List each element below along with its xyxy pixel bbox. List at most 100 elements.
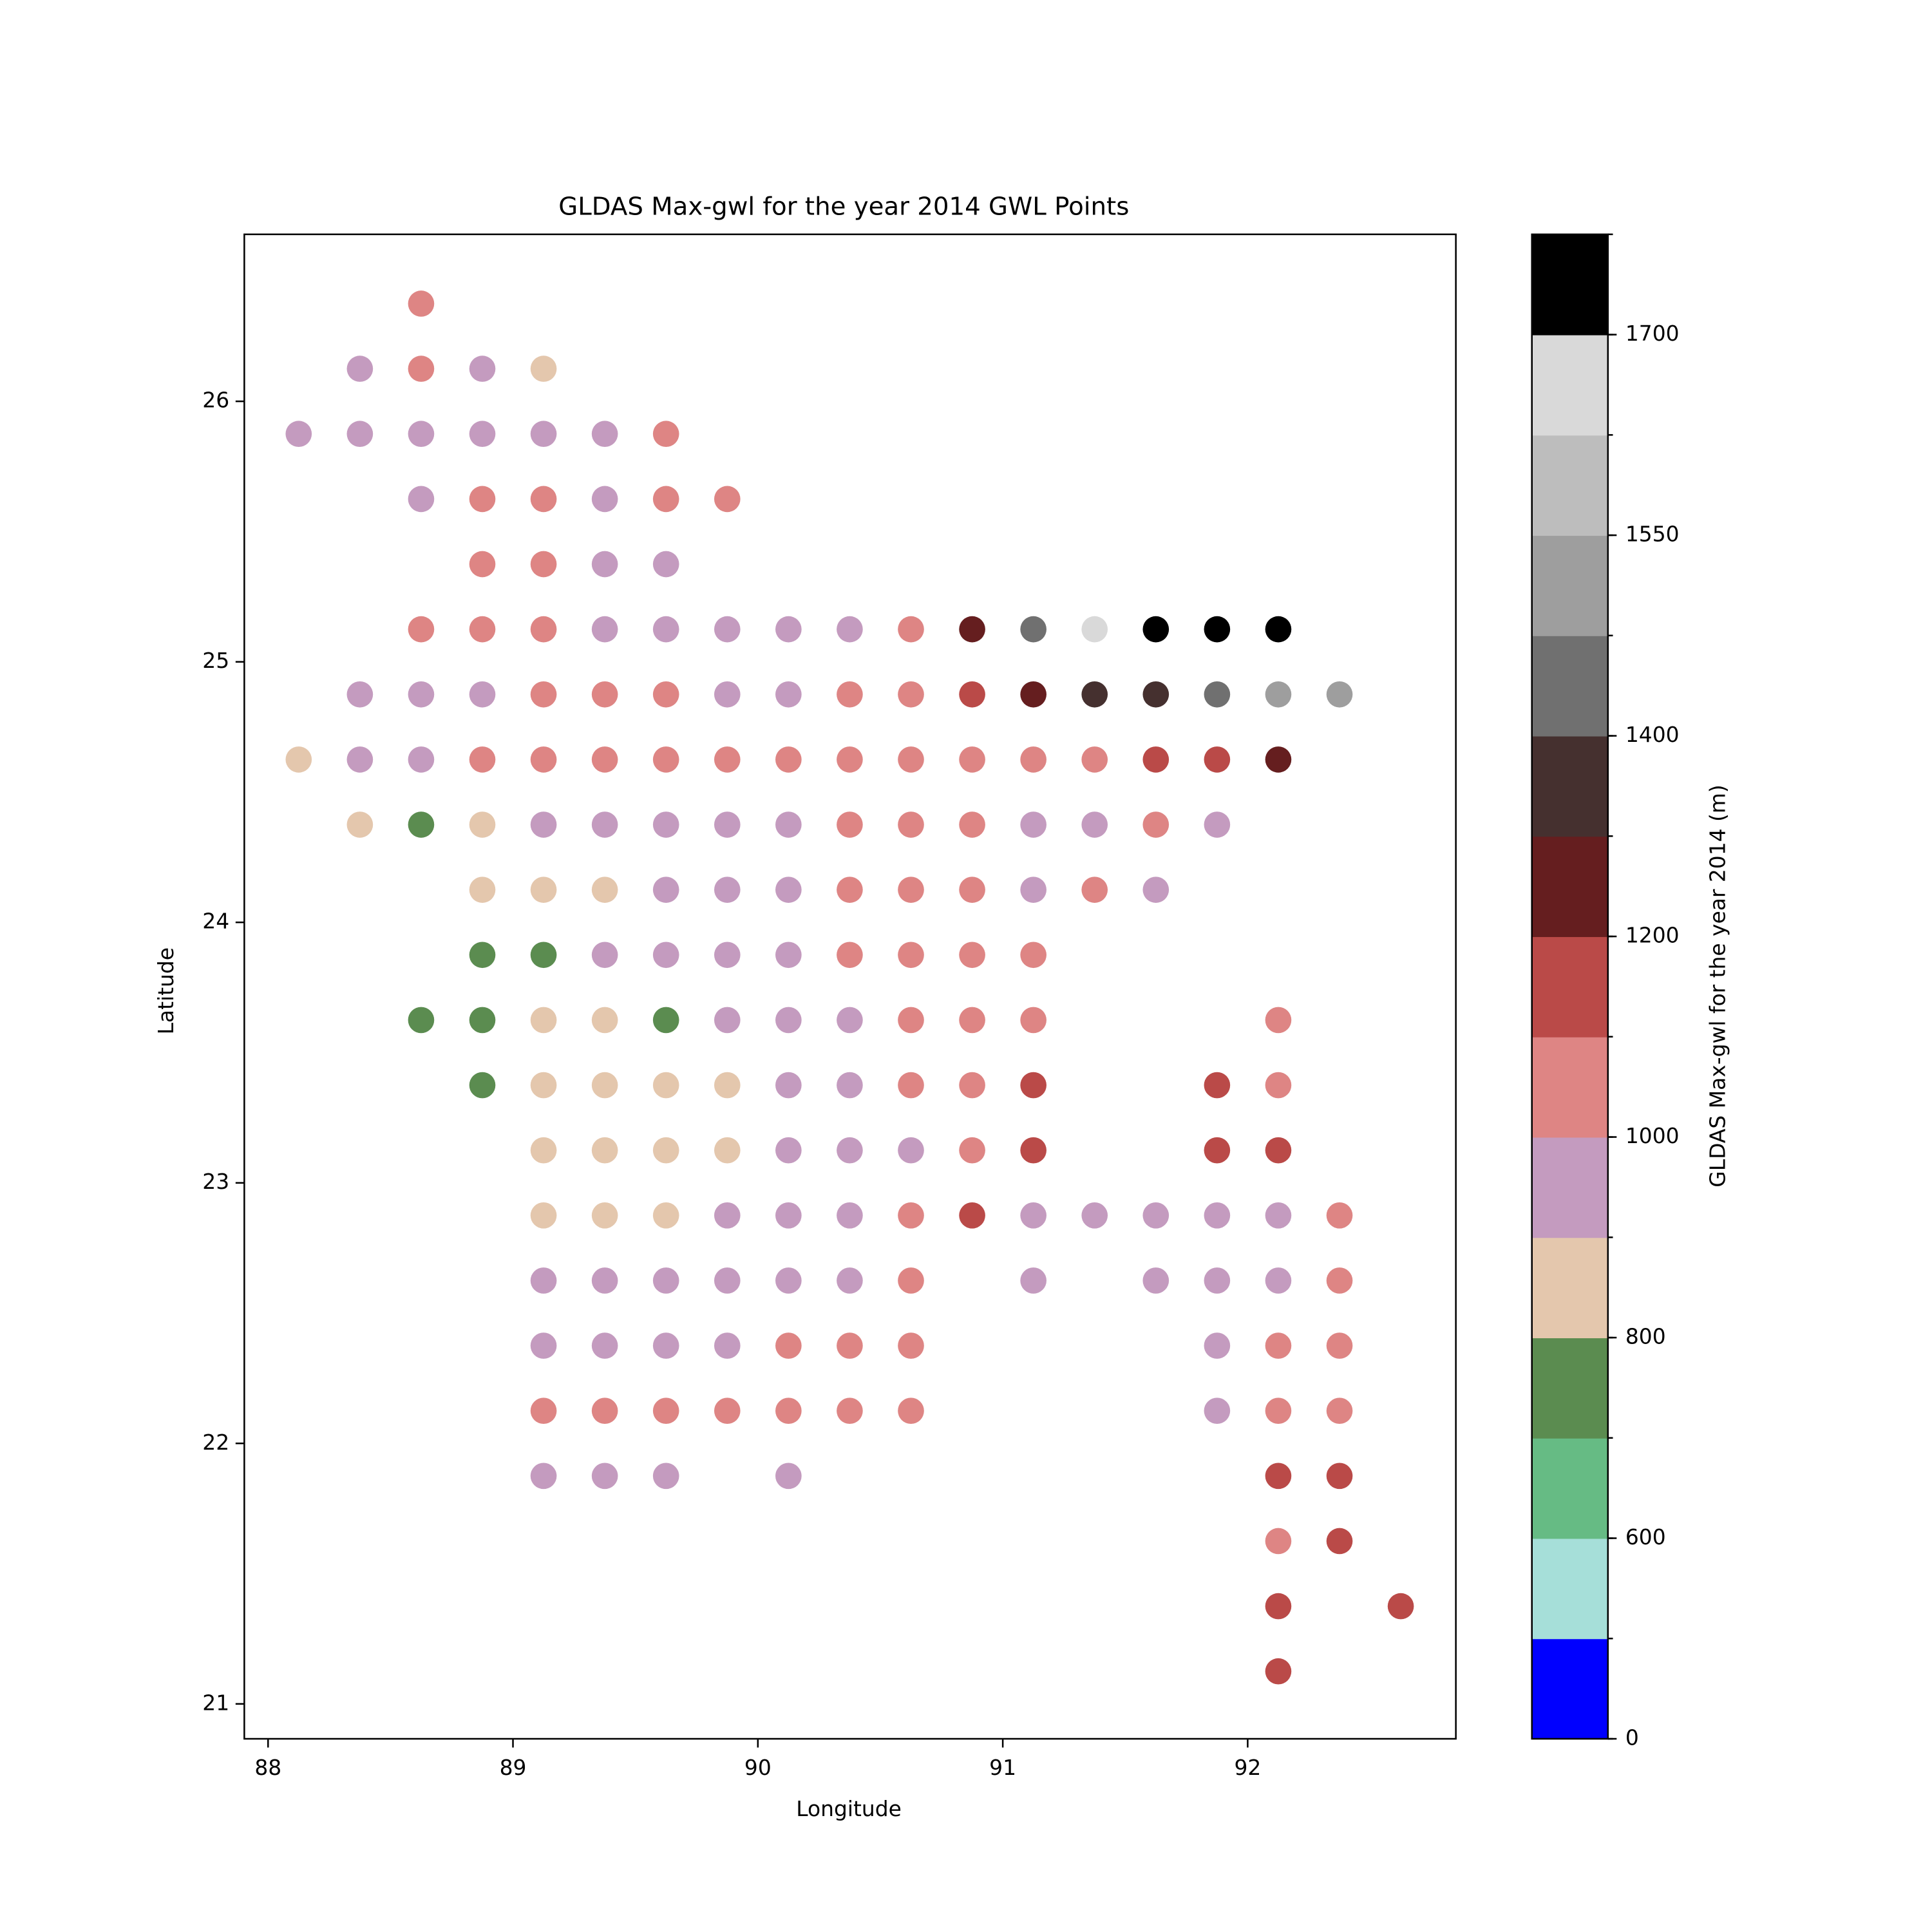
point <box>530 1267 557 1294</box>
colorbar-tick-label: 0 <box>1625 1725 1639 1750</box>
point <box>591 746 618 773</box>
point <box>530 1072 557 1099</box>
point <box>1204 1397 1231 1425</box>
point <box>1081 1202 1108 1229</box>
point <box>530 355 557 382</box>
colorbar-segment <box>1531 1437 1608 1539</box>
colorbar-segment <box>1531 1237 1608 1338</box>
point <box>714 746 741 773</box>
x-tick-label: 90 <box>744 1755 772 1780</box>
colorbar-tick-label: 1700 <box>1625 321 1680 346</box>
point <box>714 681 741 708</box>
point <box>775 1463 802 1490</box>
point <box>1265 1528 1292 1555</box>
point <box>959 1137 985 1164</box>
point <box>591 681 618 708</box>
point <box>1142 616 1170 643</box>
point <box>1326 1528 1353 1555</box>
point <box>469 746 496 773</box>
point <box>591 876 618 903</box>
point <box>591 1397 618 1425</box>
colorbar-segment <box>1531 535 1608 636</box>
point <box>591 1463 618 1490</box>
point <box>591 1267 618 1294</box>
point <box>837 1072 863 1099</box>
point <box>1265 1072 1292 1099</box>
point <box>408 616 435 643</box>
y-tick-label: 21 <box>202 1690 229 1715</box>
point <box>898 1267 924 1294</box>
point <box>530 876 557 903</box>
y-tick-label: 26 <box>202 388 229 413</box>
point <box>775 811 802 838</box>
point <box>714 1267 741 1294</box>
point <box>898 1332 924 1359</box>
point <box>1326 681 1353 708</box>
point <box>652 486 679 513</box>
point <box>898 616 924 643</box>
y-tick-label: 22 <box>202 1430 229 1455</box>
point <box>591 1332 618 1359</box>
point <box>530 1332 557 1359</box>
colorbar-segment <box>1531 735 1608 837</box>
point <box>1204 1137 1231 1164</box>
point <box>1081 876 1108 903</box>
point <box>1265 1007 1292 1034</box>
point <box>1265 1267 1292 1294</box>
colorbar-label: GLDAS Max-gwl for the year 2014 (m) <box>1705 784 1730 1187</box>
point <box>469 355 496 382</box>
point <box>652 1332 679 1359</box>
point <box>714 1007 741 1034</box>
y-axis-label: Latitude <box>153 947 178 1034</box>
point <box>1387 1593 1414 1620</box>
point <box>346 811 374 838</box>
point <box>530 681 557 708</box>
point <box>775 1137 802 1164</box>
point <box>898 1397 924 1425</box>
colorbar-segment <box>1531 234 1608 336</box>
point <box>775 1332 802 1359</box>
point <box>775 1202 802 1229</box>
point <box>652 551 679 578</box>
point <box>837 876 863 903</box>
point <box>775 876 802 903</box>
point <box>408 355 435 382</box>
point <box>408 1007 435 1034</box>
point <box>1265 1137 1292 1164</box>
colorbar-segment <box>1531 1338 1608 1439</box>
colorbar-segment <box>1531 836 1608 938</box>
point <box>837 1267 863 1294</box>
point <box>1265 616 1292 643</box>
colorbar-segment <box>1531 334 1608 436</box>
point <box>652 1137 679 1164</box>
point <box>714 616 741 643</box>
colorbar-segment <box>1531 435 1608 536</box>
point <box>775 942 802 969</box>
point <box>898 942 924 969</box>
point <box>898 876 924 903</box>
point <box>530 942 557 969</box>
point <box>837 681 863 708</box>
point <box>1020 746 1046 773</box>
point <box>530 811 557 838</box>
point <box>1020 811 1046 838</box>
point <box>898 1072 924 1099</box>
point <box>775 746 802 773</box>
point <box>1204 681 1231 708</box>
x-tick-label: 89 <box>500 1755 527 1780</box>
point <box>469 551 496 578</box>
point <box>469 876 496 903</box>
point <box>285 746 312 773</box>
colorbar-tick-label: 1550 <box>1625 522 1680 547</box>
point <box>959 1202 985 1229</box>
point <box>714 1397 741 1425</box>
point <box>408 681 435 708</box>
point <box>714 942 741 969</box>
point <box>775 1267 802 1294</box>
colorbar-frame <box>1531 233 1609 1740</box>
point <box>1081 681 1108 708</box>
point <box>408 290 435 317</box>
point <box>469 681 496 708</box>
point <box>714 1202 741 1229</box>
point <box>837 1332 863 1359</box>
